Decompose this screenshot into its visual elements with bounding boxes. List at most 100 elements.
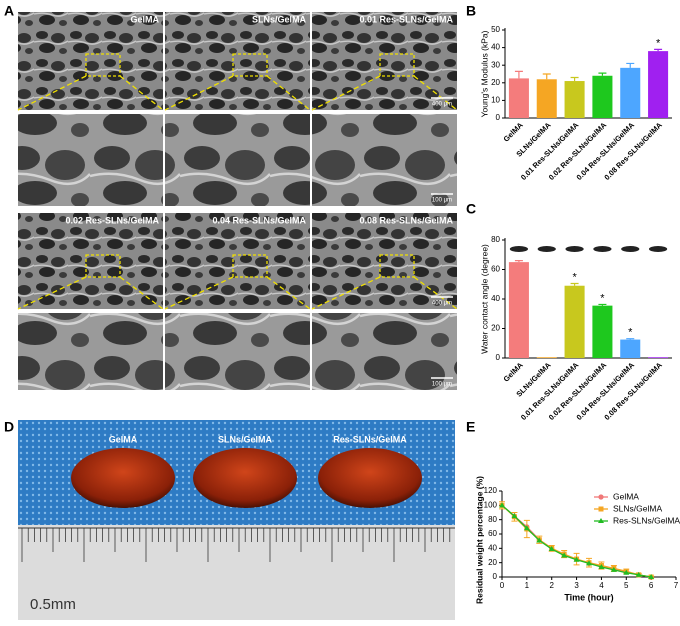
y-axis-label: Water contact angle (degree)	[479, 244, 489, 354]
panel-label: A	[4, 3, 14, 19]
sem-image	[165, 213, 310, 309]
sem-image	[165, 12, 310, 110]
marker	[523, 525, 530, 531]
significance-mark: *	[656, 37, 661, 49]
droplet-image	[565, 246, 584, 252]
bar	[648, 357, 669, 359]
marker	[561, 552, 568, 558]
scale-label: 400 μm	[432, 301, 452, 307]
x-tick-label: 6	[649, 581, 654, 590]
error-bar	[626, 62, 635, 68]
y-tick-label: 40	[491, 294, 500, 303]
droplet-image	[621, 246, 640, 252]
error-bar	[654, 48, 663, 52]
zoom-line	[413, 75, 458, 111]
marker	[598, 518, 604, 523]
photo-label: GelMA	[109, 434, 138, 444]
hydrogel-drop	[318, 448, 422, 508]
bar	[536, 79, 557, 118]
zoom-box	[232, 254, 268, 278]
panel-label: D	[4, 419, 14, 435]
sem-label: GelMA	[130, 14, 159, 24]
marker	[536, 537, 543, 543]
bar	[536, 357, 557, 359]
marker	[635, 571, 642, 577]
y-tick-label: 20	[488, 558, 497, 567]
y-tick-label: 60	[491, 265, 500, 274]
droplet-image	[593, 246, 612, 252]
sem-image	[165, 313, 310, 390]
error-bar	[514, 260, 523, 263]
error-bar	[626, 338, 635, 340]
axis	[504, 28, 672, 119]
significance-mark: *	[572, 271, 577, 283]
zoom-line	[311, 276, 381, 310]
photo-label: SLNs/GelMA	[218, 434, 273, 444]
droplet-image	[509, 246, 529, 252]
zoom-line	[119, 276, 164, 310]
y-tick-label: 0	[493, 572, 498, 581]
x-tick-label: 2	[549, 581, 554, 590]
x-tick-label: 7	[674, 581, 679, 590]
x-tick-label: 5	[624, 581, 629, 590]
legend-label: Res-SLNs/GelMA	[613, 515, 680, 525]
error-bar	[514, 70, 523, 79]
y-tick-label: 10	[491, 96, 500, 105]
sem-image	[312, 12, 457, 110]
marker	[598, 494, 604, 500]
x-tick-label: 1	[525, 581, 530, 590]
bar	[564, 81, 585, 118]
sem-image	[18, 12, 163, 110]
y-tick-label: 0	[496, 113, 501, 122]
zoom-box	[85, 53, 121, 77]
zoom-box	[85, 254, 121, 278]
sem-label: 0.02 Res-SLNs/GelMA	[65, 215, 159, 225]
bar	[508, 78, 529, 118]
x-axis-label: Time (hour)	[564, 592, 613, 602]
sem-image	[18, 114, 163, 206]
photo-panel: GelMA SLNs/GelMA Res-SLNs/GelMA 0.5mm	[18, 420, 455, 620]
sem-label: SLNs/GelMA	[252, 14, 307, 24]
sem-panel: GelMA SLNs/GelMA 0.01 Res-SLNs/GelMA 400 μm…	[17, 12, 458, 390]
droplet-image	[537, 246, 556, 252]
sem-label: 0.08 Res-SLNs/GelMA	[359, 215, 453, 225]
y-tick-label: 40	[488, 543, 497, 552]
y-tick-label: 120	[484, 486, 498, 495]
hydrogel-drop	[193, 448, 297, 508]
y-tick-label: 50	[491, 25, 500, 34]
y-tick-label: 80	[491, 235, 500, 244]
y-tick-label: 20	[491, 78, 500, 87]
marker	[610, 566, 617, 572]
hydrogel-drop	[71, 448, 175, 508]
sem-label: 0.01 Res-SLNs/GelMA	[359, 14, 453, 24]
error-bar	[542, 73, 551, 80]
axis	[501, 491, 676, 578]
zoom-line	[266, 276, 311, 310]
y-tick-label: 60	[488, 529, 497, 538]
sem-image	[312, 114, 457, 206]
y-tick-label: 80	[488, 515, 497, 524]
droplet-image	[648, 246, 668, 252]
panel-label: E	[466, 419, 475, 435]
x-tick-label: 0	[500, 581, 505, 590]
x-tick-label: 3	[574, 581, 579, 590]
bar	[592, 75, 613, 118]
scale-label: 100 μm	[432, 382, 452, 388]
zoom-line	[17, 75, 87, 111]
axis	[504, 238, 672, 359]
sem-image	[312, 213, 457, 309]
sem-label: 0.04 Res-SLNs/GelMA	[212, 215, 306, 225]
zoom-line	[119, 75, 164, 111]
zoom-box	[379, 53, 415, 77]
ruler	[18, 525, 455, 620]
panel-label: C	[466, 201, 476, 217]
sem-image	[312, 313, 457, 390]
marker	[511, 513, 518, 519]
sem-image	[18, 313, 163, 390]
panel-label: B	[466, 3, 476, 19]
marker	[598, 506, 604, 512]
error-bar	[598, 72, 607, 76]
sem-image	[165, 114, 310, 206]
y-tick-label: 30	[491, 60, 500, 69]
marker	[598, 563, 605, 569]
